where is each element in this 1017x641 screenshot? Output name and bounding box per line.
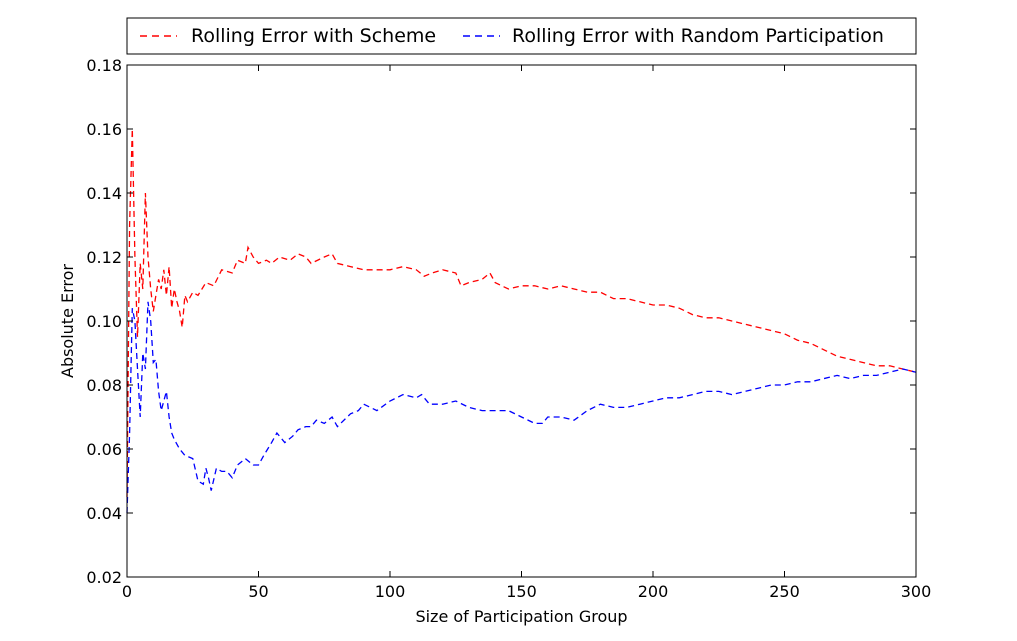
x-tick-label: 200 xyxy=(638,582,669,601)
x-tick-label: 250 xyxy=(769,582,800,601)
y-tick-label: 0.10 xyxy=(86,312,122,331)
legend-label-scheme: Rolling Error with Scheme xyxy=(191,25,436,47)
y-axis-label: Absolute Error xyxy=(58,264,77,378)
legend-label-random: Rolling Error with Random Participation xyxy=(512,25,884,47)
y-tick-label: 0.08 xyxy=(86,376,122,395)
y-tick-label: 0.04 xyxy=(86,504,122,523)
plot-frame xyxy=(126,64,917,578)
y-tick-label: 0.16 xyxy=(86,120,122,139)
x-tick-label: 50 xyxy=(248,582,268,601)
y-tick-label: 0.12 xyxy=(86,248,122,267)
y-tick-label: 0.14 xyxy=(86,184,122,203)
y-tick-label: 0.18 xyxy=(86,56,122,75)
y-tick-label: 0.02 xyxy=(86,568,122,587)
series-line-1 xyxy=(126,301,917,514)
y-tick-label: 0.06 xyxy=(86,440,122,459)
x-axis-label: Size of Participation Group xyxy=(415,607,627,626)
legend-frame xyxy=(126,17,917,55)
x-tick-label: 300 xyxy=(901,582,932,601)
x-tick-label: 100 xyxy=(375,582,406,601)
legend: Rolling Error with Scheme Rolling Error … xyxy=(126,17,917,55)
x-tick-label: 0 xyxy=(122,582,132,601)
series-line-0 xyxy=(126,128,917,498)
plot-lines xyxy=(126,128,917,514)
x-tick-label: 150 xyxy=(506,582,537,601)
axis-ticks: 0 50 100 150 200 250 300 0.02 0.04 0.06 0.08 0.10 0.… xyxy=(86,56,931,601)
